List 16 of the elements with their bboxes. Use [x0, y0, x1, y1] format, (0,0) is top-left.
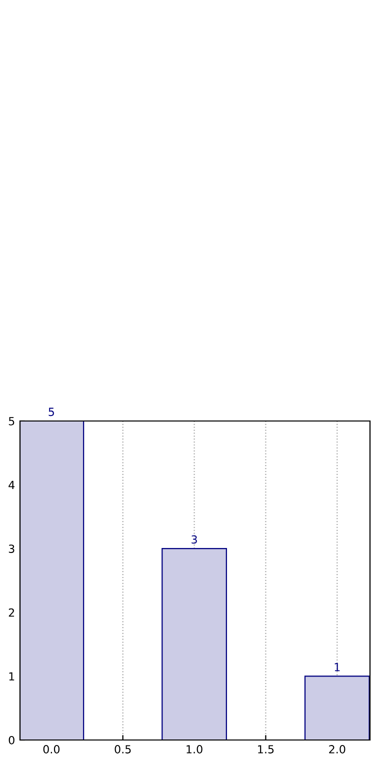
x-tick-label: 2.0	[329, 745, 346, 754]
data-label: 3	[192, 535, 197, 544]
bar	[304, 676, 370, 740]
x-tick-label: 0.0	[43, 745, 60, 754]
y-tick-label: 5	[8, 417, 14, 426]
y-tick-label: 1	[9, 672, 14, 680]
y-tick-label: 4	[8, 480, 15, 490]
bar	[162, 548, 227, 740]
x-tick-label: 1.5	[258, 745, 274, 754]
data-label: 1	[334, 663, 340, 672]
y-tick-label: 2	[8, 608, 14, 617]
x-tick-label: 1.0	[186, 745, 202, 754]
y-tick-label: 3	[8, 544, 14, 553]
x-tick-label: 0.5	[114, 745, 131, 754]
y-tick-label: 0	[8, 736, 14, 744]
data-label: 5	[48, 408, 54, 416]
